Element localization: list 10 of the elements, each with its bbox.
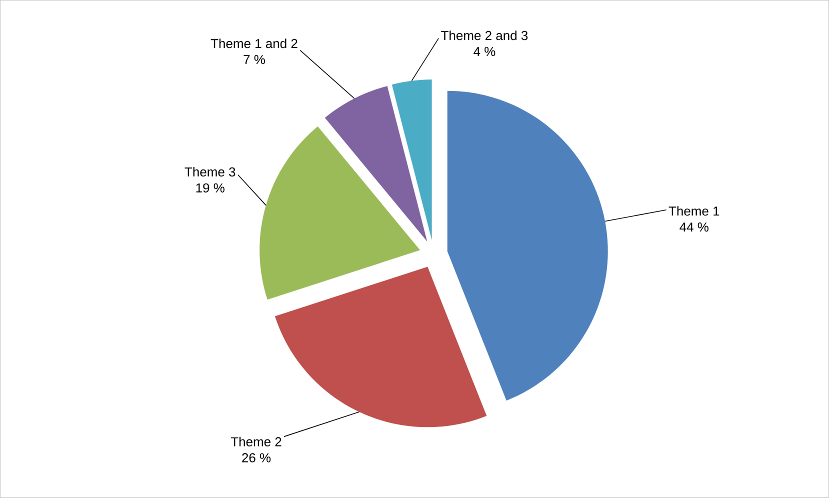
slice-label: Theme 1 and 2 [210,38,298,48]
slice-label: Theme 1 [668,206,720,216]
data-label: 7 % [244,55,265,64]
data-label: 26 % [242,453,271,462]
data-label: 19 % [196,183,224,193]
slice-label: Theme 3 [184,167,236,177]
data-label: 44 % [680,222,708,232]
data-label: 4 % [474,46,496,56]
slice-label: Theme 2 [230,436,282,446]
slice-label: Theme 2 and 3 [441,30,528,40]
